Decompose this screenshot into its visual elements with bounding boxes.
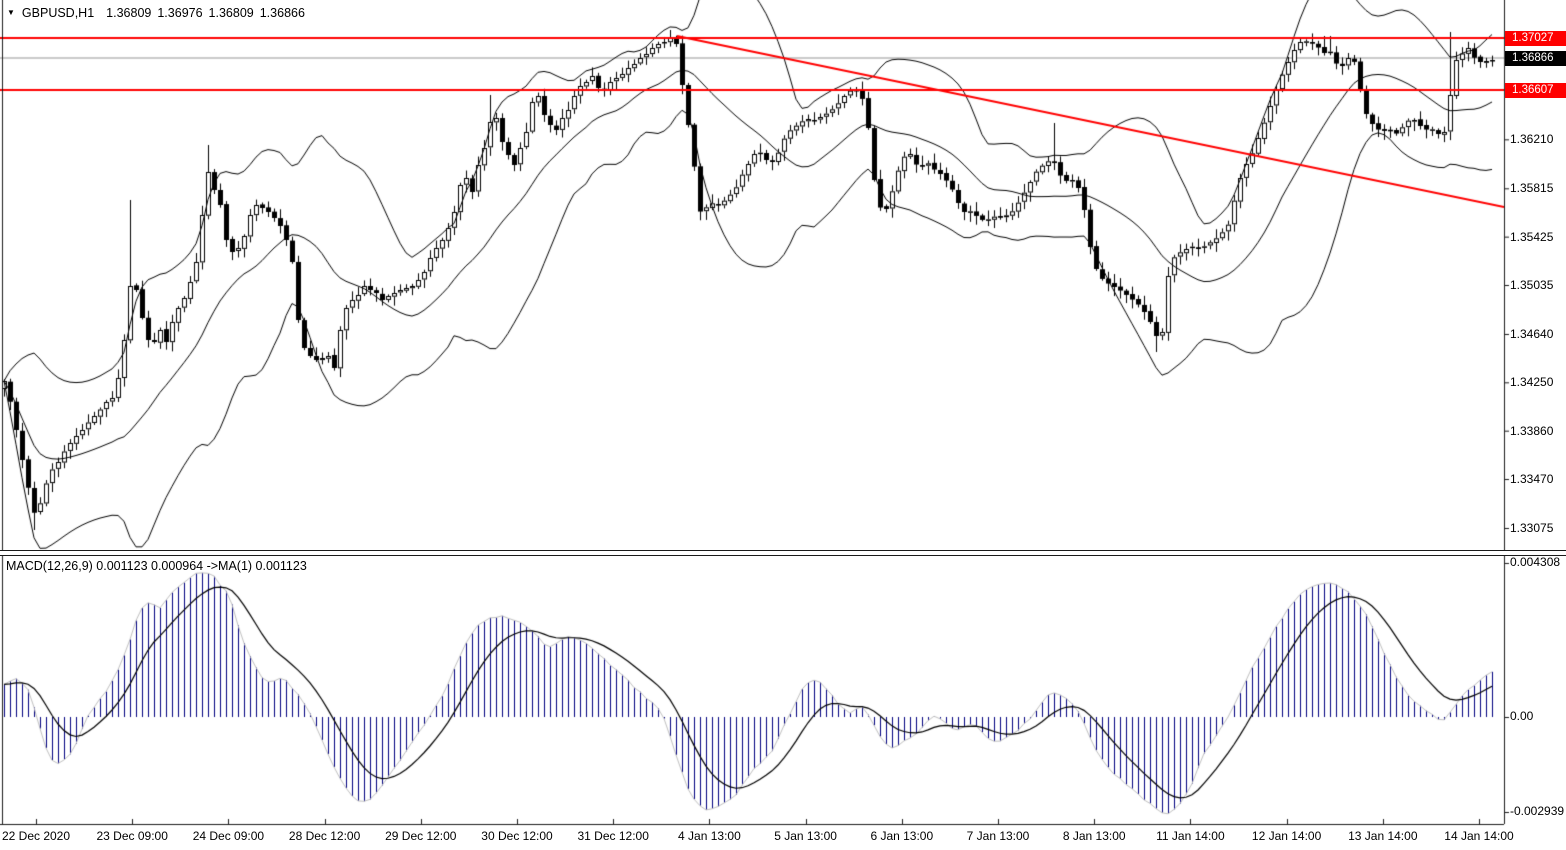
time-tick-label: 30 Dec 12:00 xyxy=(481,829,553,843)
macd-tick-label: -0.002939 xyxy=(1510,804,1565,818)
time-tick-label: 23 Dec 09:00 xyxy=(96,829,168,843)
time-tick-label: 31 Dec 12:00 xyxy=(577,829,649,843)
price-tick-label: 1.33470 xyxy=(1510,472,1554,487)
time-tick-label: 8 Jan 13:00 xyxy=(1062,829,1126,843)
ohlc-close: 1.36866 xyxy=(259,6,305,20)
ohlc-low: 1.36809 xyxy=(208,6,254,20)
pane-divider[interactable] xyxy=(0,550,1566,556)
time-tick-label: 5 Jan 13:00 xyxy=(774,829,837,843)
time-tick-label: 6 Jan 13:00 xyxy=(870,829,934,843)
level-price-box: 1.36607 xyxy=(1505,83,1566,98)
ohlc-open: 1.36809 xyxy=(106,6,152,20)
price-tick-label: 1.34250 xyxy=(1510,375,1554,390)
price-tick-label: 1.35815 xyxy=(1510,181,1554,196)
ohlc-high: 1.36976 xyxy=(157,6,203,20)
time-tick-label: 14 Jan 14:00 xyxy=(1444,829,1514,843)
price-tick-label: 1.35035 xyxy=(1510,278,1554,292)
macd-indicator-label: MACD(12,26,9) 0.001123 0.000964 ->MA(1) … xyxy=(6,559,307,573)
current-price-box: 1.36866 xyxy=(1505,51,1566,66)
level-price-box: 1.37027 xyxy=(1505,31,1566,46)
time-tick-label: 22 Dec 2020 xyxy=(1,829,71,843)
price-tick-label: 1.35425 xyxy=(1510,229,1554,244)
macd-tick-label: 0.004308 xyxy=(1510,554,1561,569)
price-tick-label: 1.33860 xyxy=(1510,423,1554,438)
time-tick-label: 11 Jan 14:00 xyxy=(1156,829,1225,843)
time-tick-label: 24 Dec 09:00 xyxy=(192,829,265,843)
symbol-dropdown-icon[interactable]: ▼ xyxy=(7,8,15,17)
time-tick-label: 4 Jan 13:00 xyxy=(678,829,741,843)
time-tick-label: 28 Dec 12:00 xyxy=(288,829,361,843)
time-tick-label: 29 Dec 12:00 xyxy=(385,829,457,843)
price-tick-label: 1.33075 xyxy=(1510,520,1554,535)
price-tick-label: 1.34640 xyxy=(1510,326,1554,341)
macd-tick-label: 0.00 xyxy=(1510,709,1534,723)
symbol-info-line: ▼ GBPUSD,H1 1.36809 1.36976 1.36809 1.36866 xyxy=(7,6,311,20)
time-tick-label: 7 Jan 13:00 xyxy=(966,829,1030,843)
symbol-timeframe-label: GBPUSD,H1 xyxy=(21,6,95,20)
time-tick-label: 13 Jan 14:00 xyxy=(1348,829,1418,843)
price-tick-label: 1.36210 xyxy=(1510,132,1554,147)
time-tick-label: 12 Jan 14:00 xyxy=(1251,829,1322,843)
